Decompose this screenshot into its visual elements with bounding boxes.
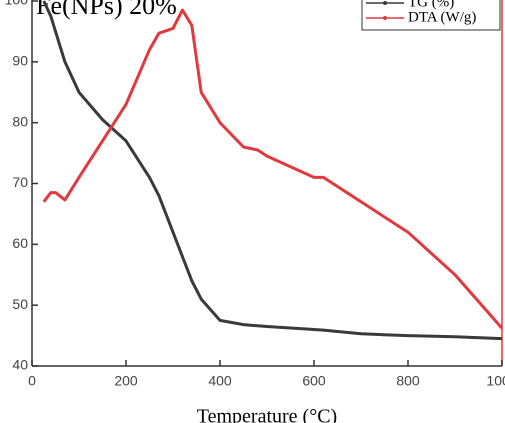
x-tick-label: 1000 bbox=[486, 373, 505, 389]
x-tick-label: 200 bbox=[114, 373, 138, 389]
y-tick-label: 40 bbox=[12, 357, 28, 373]
x-tick-label: 400 bbox=[208, 373, 232, 389]
chart-title: Fe(NPs) 20% bbox=[36, 0, 177, 20]
y-tick-label: 50 bbox=[12, 296, 28, 312]
y-tick-label: 100 bbox=[5, 0, 29, 8]
y-tick-label: 90 bbox=[12, 53, 28, 69]
y-tick-label: 80 bbox=[12, 113, 28, 129]
y-tick-label: 60 bbox=[12, 235, 28, 251]
y-tick-label: 70 bbox=[12, 174, 28, 190]
legend-label: TG (%) bbox=[408, 0, 454, 10]
x-axis-label: Temperature (°C) bbox=[197, 406, 337, 423]
data-line bbox=[42, 0, 503, 341]
legend-marker bbox=[383, 16, 387, 20]
x-tick-label: 800 bbox=[396, 373, 420, 389]
data-line bbox=[42, 8, 504, 330]
legend-label: DTA (W/g) bbox=[408, 9, 476, 25]
x-tick-label: 0 bbox=[28, 373, 36, 389]
x-tick-label: 600 bbox=[302, 373, 326, 389]
legend-marker bbox=[383, 1, 387, 5]
